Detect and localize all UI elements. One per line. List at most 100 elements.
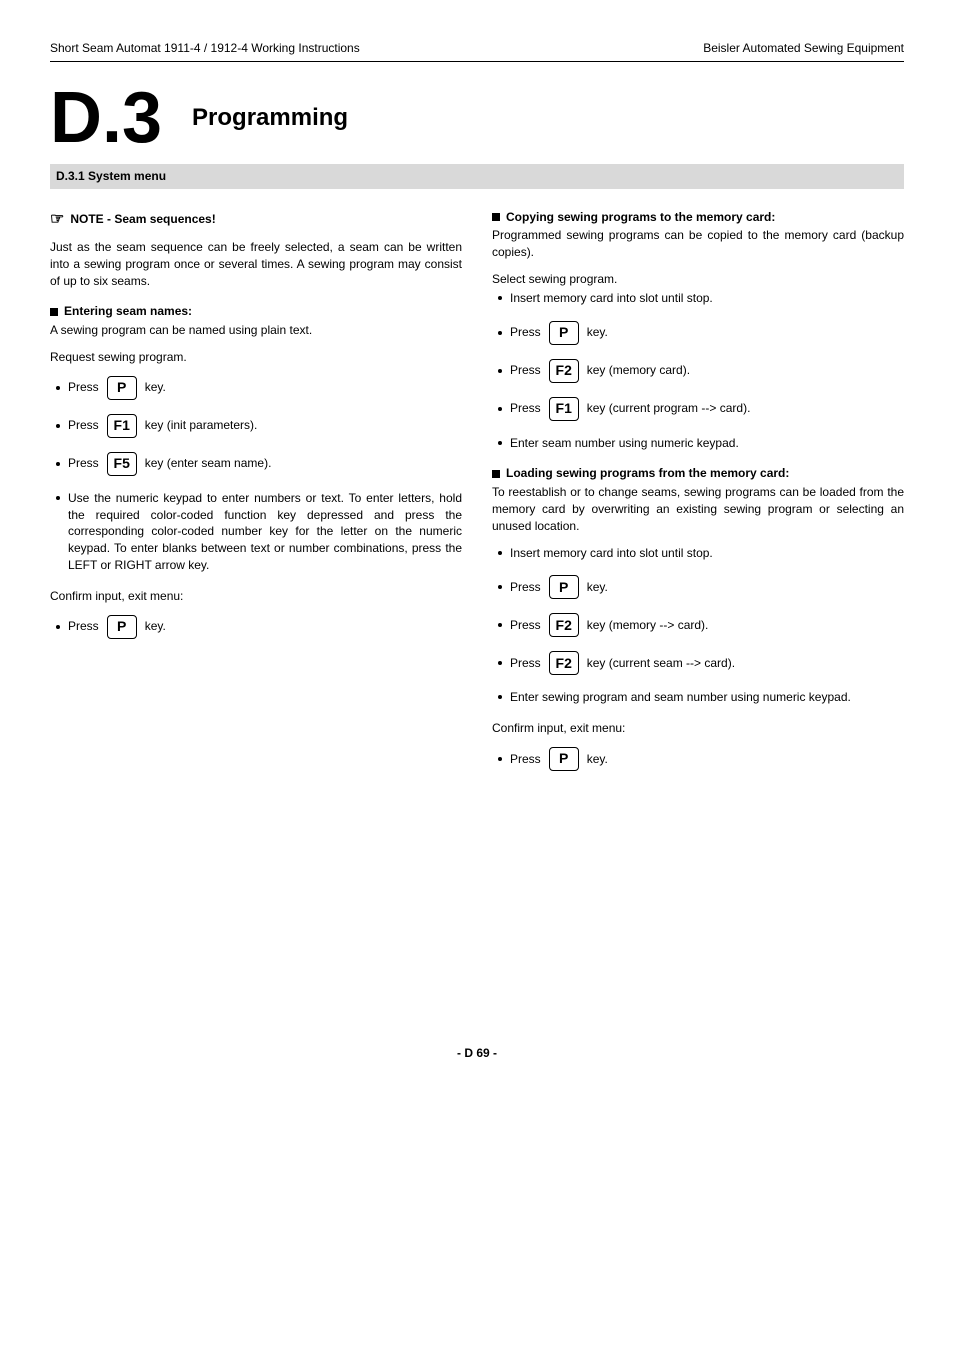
steps-list-2: Press P key. [50, 615, 462, 639]
bullet-icon [498, 695, 502, 699]
press-label: Press [68, 618, 99, 635]
key-label: key. [587, 579, 608, 596]
press-label: Press [68, 379, 99, 396]
bullet-icon [498, 623, 502, 627]
keycap-f1: F1 [107, 414, 137, 438]
bullet-icon [56, 386, 60, 390]
page-footer: - D 69 - [50, 1045, 904, 1062]
key-mem-to-card-label: key (memory --> card). [587, 617, 709, 634]
press-label: Press [510, 579, 541, 596]
press-label: Press [510, 617, 541, 634]
list-item: Press P key. [50, 615, 462, 639]
bullet-icon [498, 585, 502, 589]
keycap-f2: F2 [549, 613, 579, 637]
right-column: Copying sewing programs to the memory ca… [492, 209, 904, 785]
page-header: Short Seam Automat 1911-4 / 1912-4 Worki… [50, 40, 904, 62]
keycap-f2: F2 [549, 359, 579, 383]
press-label: Press [510, 655, 541, 672]
entering-names-text: A sewing program can be named using plai… [50, 322, 462, 339]
steps-list-1: Press P key. Press F1 key (init paramete… [50, 376, 462, 476]
keycap-p: P [549, 575, 579, 599]
numeric-keypad-item: Use the numeric keypad to enter numbers … [50, 490, 462, 574]
select-text: Select sewing program. [492, 271, 904, 288]
enter-seam-num-text: Enter seam number using numeric keypad. [510, 435, 904, 452]
key-curseam-label: key (current seam --> card). [587, 655, 735, 672]
copy-head: Copying sewing programs to the memory ca… [492, 209, 904, 226]
key-label: key. [587, 751, 608, 768]
request-text: Request sewing program. [50, 349, 462, 366]
bullet-icon [56, 625, 60, 629]
bullet-icon [56, 424, 60, 428]
steps-list-3: Insert memory card into slot until stop.… [492, 290, 904, 452]
list-item: Press P key. [492, 747, 904, 771]
chapter-number: D.3 [50, 82, 162, 154]
keycap-p: P [549, 747, 579, 771]
square-icon [492, 213, 500, 221]
list-item: Press F2 key (current seam --> card). [492, 651, 904, 675]
confirm-text: Confirm input, exit menu: [50, 588, 462, 605]
load-head-label: Loading sewing programs from the memory … [506, 465, 789, 482]
square-icon [50, 308, 58, 316]
bullet-icon [56, 462, 60, 466]
chapter-title: Programming [192, 101, 348, 135]
list-item: Press F1 key (init parameters). [50, 414, 462, 438]
keycap-p: P [107, 615, 137, 639]
list-item: Press P key. [492, 575, 904, 599]
copy-head-label: Copying sewing programs to the memory ca… [506, 209, 775, 226]
press-label: Press [68, 455, 99, 472]
header-left: Short Seam Automat 1911-4 / 1912-4 Worki… [50, 40, 360, 57]
steps-list-4: Insert memory card into slot until stop.… [492, 545, 904, 676]
left-column: ☞ NOTE - Seam sequences! Just as the sea… [50, 209, 462, 785]
copy-text: Programmed sewing programs can be copied… [492, 227, 904, 261]
square-icon [492, 470, 500, 478]
enter-prog-seam-item: Enter sewing program and seam number usi… [492, 689, 904, 706]
key-curprog-label: key (current program --> card). [587, 400, 751, 417]
bullet-icon [498, 369, 502, 373]
list-item: Press F2 key (memory card). [492, 359, 904, 383]
bullet-icon [498, 441, 502, 445]
keycap-p: P [549, 321, 579, 345]
keycap-f5: F5 [107, 452, 137, 476]
steps-list-5: Press P key. [492, 747, 904, 771]
press-label: Press [510, 362, 541, 379]
list-item: Press F2 key (memory --> card). [492, 613, 904, 637]
keycap-p: P [107, 376, 137, 400]
bullet-icon [498, 757, 502, 761]
note-text: Just as the seam sequence can be freely … [50, 239, 462, 289]
bullet-icon [498, 407, 502, 411]
note-label: NOTE - Seam sequences! [70, 211, 215, 228]
press-label: Press [510, 751, 541, 768]
key-init-label: key (init parameters). [145, 417, 258, 434]
enter-prog-seam-text: Enter sewing program and seam number usi… [510, 689, 904, 706]
key-label: key. [145, 379, 166, 396]
entering-names-label: Entering seam names: [64, 303, 192, 320]
bullet-icon [56, 496, 60, 500]
list-item: Press F5 key (enter seam name). [50, 452, 462, 476]
load-text: To reestablish or to change seams, sewin… [492, 484, 904, 534]
insert-text-2: Insert memory card into slot until stop. [510, 545, 904, 562]
load-head: Loading sewing programs from the memory … [492, 465, 904, 482]
key-enter-seam-label: key (enter seam name). [145, 455, 272, 472]
header-right: Beisler Automated Sewing Equipment [703, 40, 904, 57]
key-label: key. [145, 618, 166, 635]
list-item: Press P key. [50, 376, 462, 400]
keycap-f2: F2 [549, 651, 579, 675]
confirm-text-2: Confirm input, exit menu: [492, 720, 904, 737]
hand-icon: ☞ [50, 209, 64, 231]
press-label: Press [510, 400, 541, 417]
list-item: Press F1 key (current program --> card). [492, 397, 904, 421]
list-item: Press P key. [492, 321, 904, 345]
bullet-icon [498, 296, 502, 300]
key-label: key. [587, 324, 608, 341]
list-item: Enter seam number using numeric keypad. [492, 435, 904, 452]
insert-text: Insert memory card into slot until stop. [510, 290, 904, 307]
key-memcard-label: key (memory card). [587, 362, 690, 379]
press-label: Press [68, 417, 99, 434]
chapter-row: D.3 Programming [50, 82, 904, 154]
numeric-keypad-text: Use the numeric keypad to enter numbers … [68, 490, 462, 574]
note-heading: ☞ NOTE - Seam sequences! [50, 209, 462, 231]
bullet-icon [498, 331, 502, 335]
section-spacer [460, 168, 898, 185]
list-item: Insert memory card into slot until stop. [492, 290, 904, 307]
press-label: Press [510, 324, 541, 341]
